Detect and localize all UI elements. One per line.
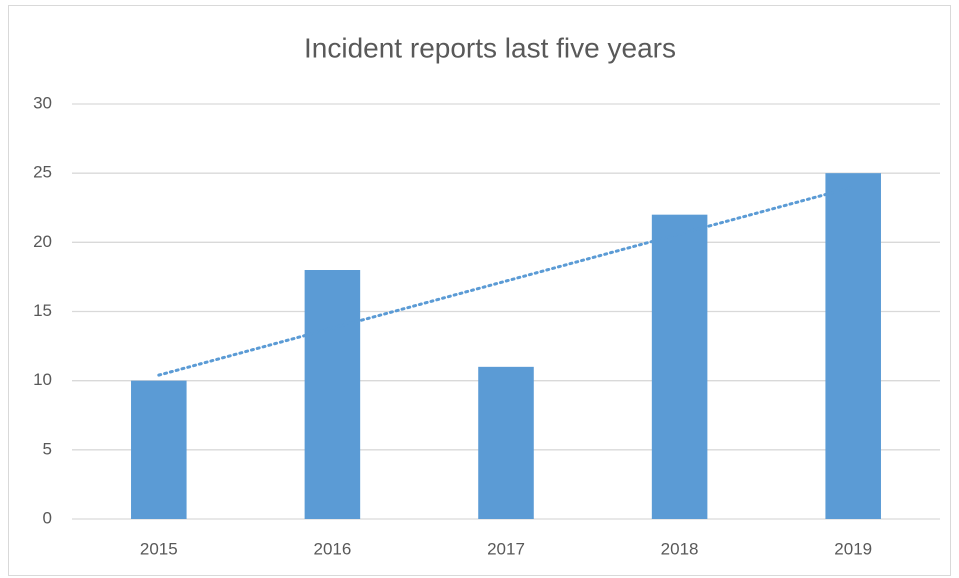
bar (651, 214, 708, 519)
bar (825, 173, 881, 519)
x-tick-label: 2018 (661, 539, 699, 558)
bar (478, 366, 534, 519)
y-tick-label: 15 (33, 301, 52, 320)
bar (304, 270, 361, 519)
x-tick-label: 2019 (834, 539, 872, 558)
x-tick-label: 2017 (487, 539, 525, 558)
chart-title: Incident reports last five years (304, 32, 676, 63)
x-tick-label: 2016 (313, 539, 351, 558)
y-tick-label: 10 (33, 370, 52, 389)
y-tick-label: 30 (33, 93, 52, 112)
y-tick-label: 0 (43, 508, 52, 527)
y-tick-label: 25 (33, 163, 52, 182)
trendline (157, 185, 855, 377)
y-tick-label: 20 (33, 232, 52, 251)
y-tick-label: 5 (43, 439, 52, 458)
bar (131, 380, 187, 519)
x-tick-label: 2015 (140, 539, 178, 558)
